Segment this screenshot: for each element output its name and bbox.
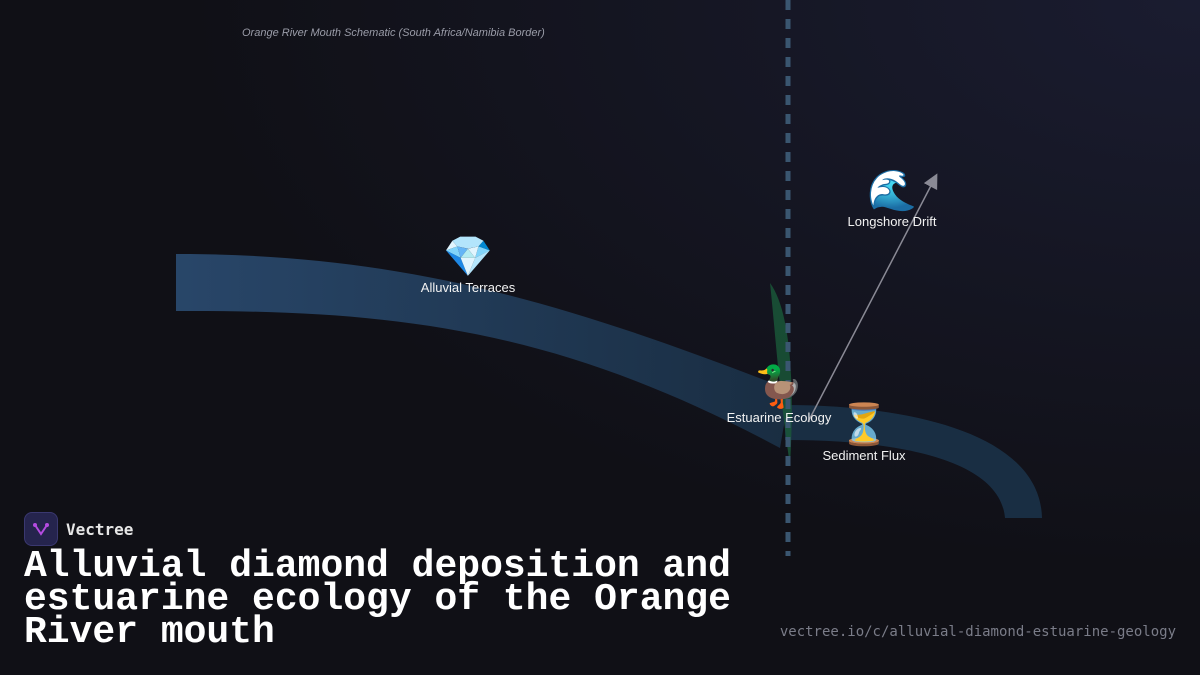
- node-estuarine-ecology: 🦆 Estuarine Ecology: [727, 364, 832, 425]
- hourglass-icon: ⏳: [839, 403, 889, 447]
- source-url[interactable]: vectree.io/c/alluvial-diamond-estuarine-…: [779, 624, 1176, 640]
- node-label: Sediment Flux: [822, 448, 906, 463]
- diagram-caption: Orange River Mouth Schematic (South Afri…: [242, 27, 545, 39]
- drift-arrow: [807, 173, 938, 423]
- node-label: Alluvial Terraces: [420, 280, 516, 295]
- river-mouth-channel: [785, 405, 1042, 518]
- brand-name: Vectree: [66, 519, 134, 539]
- node-alluvial-terraces: 💎 Alluvial Terraces: [421, 234, 515, 295]
- node-longshore-drift: 🌊 Longshore Drift: [848, 168, 937, 229]
- duck-icon: 🦆: [754, 365, 804, 409]
- vectree-logo-icon: [24, 512, 58, 546]
- node-sediment-flux: ⏳ Sediment Flux: [822, 402, 905, 463]
- brand: Vectree: [24, 512, 133, 546]
- river-channel: [176, 254, 790, 448]
- page-title: Alluvial diamond deposition and estuarin…: [24, 545, 731, 654]
- node-label: Longshore Drift: [847, 214, 937, 229]
- wave-icon: 🌊: [867, 169, 917, 213]
- gem-icon: 💎: [443, 235, 493, 279]
- node-label: Estuarine Ecology: [726, 410, 832, 425]
